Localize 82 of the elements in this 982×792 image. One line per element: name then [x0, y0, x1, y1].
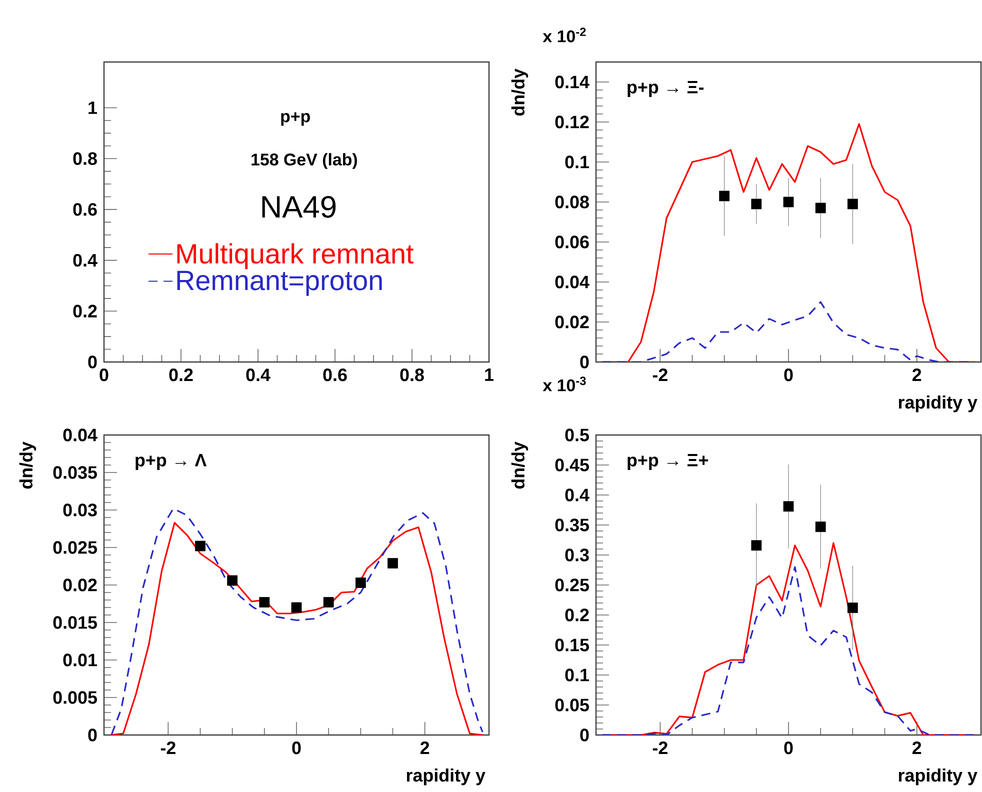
- y-tick-label: 0.005: [53, 691, 97, 704]
- y-tick-label: 0.3: [565, 548, 589, 562]
- y-tick-label: 0.5: [565, 428, 589, 442]
- text: p+p → Ξ+: [628, 454, 708, 470]
- y-tick-label: 0.1: [565, 668, 589, 682]
- text: p+p → Ξ-: [628, 80, 704, 98]
- y-tick-label: 0.35: [555, 518, 589, 532]
- y-tick-label: 1: [88, 102, 97, 114]
- point: [355, 578, 366, 588]
- point: [719, 190, 730, 202]
- x-tick-label: 2: [420, 742, 430, 754]
- y-tick-label: 0.04: [63, 428, 98, 442]
- y-tick-label: 0.025: [53, 541, 97, 554]
- y-tick-label: 0.015: [53, 616, 97, 629]
- x-tick-label: 2: [912, 368, 922, 382]
- y-tick-label: 0.6: [73, 203, 97, 216]
- y-tick-label: 0.035: [53, 466, 97, 479]
- point: [751, 198, 762, 210]
- point: [323, 597, 334, 608]
- y-tick-label: 0.1: [565, 156, 589, 168]
- y-tick-label: 0.08: [555, 196, 589, 208]
- point: [195, 540, 206, 552]
- y-tick-label: 0.05: [555, 698, 589, 712]
- y-tick-label: 0.25: [555, 578, 589, 592]
- y-axis-title: dn/dy: [511, 68, 528, 116]
- line-series: [602, 301, 976, 362]
- x-tick-label: 0.2: [169, 368, 193, 382]
- point: [259, 597, 270, 608]
- y-tick-label: 0: [580, 356, 589, 368]
- point: [227, 575, 238, 586]
- y-tick-label: 0: [580, 728, 589, 742]
- x-tick-label: 0.8: [400, 368, 424, 382]
- x-tick-label: -2: [652, 742, 668, 754]
- annotation: p+p: [281, 112, 310, 126]
- x-tick-label: 2: [912, 742, 922, 754]
- y-tick-label: 0.12: [555, 116, 589, 128]
- y-tick-label: 0.4: [73, 254, 98, 267]
- point: [847, 198, 858, 210]
- x-tick-label: 0.6: [323, 368, 347, 382]
- y-axis-title: dn/dy: [19, 442, 36, 489]
- y-tick-label: 0.4: [565, 488, 590, 502]
- point: [783, 501, 794, 512]
- text: x 10$^{-3}$: [542, 376, 586, 392]
- annotation: NA49: [262, 196, 336, 218]
- y-tick-label: 0.06: [555, 236, 589, 248]
- x-tick-label: 0: [100, 368, 108, 382]
- y-tick-label: 0.15: [555, 638, 589, 652]
- y-axis-title: dn/dy: [511, 442, 528, 489]
- x-axis-title: rapidity y: [898, 396, 978, 412]
- text: x 10$^{-2}$: [542, 28, 586, 42]
- y-tick-label: 0.2: [565, 608, 589, 622]
- y-tick-label: 0.02: [63, 578, 97, 592]
- y-tick-label: 0: [88, 356, 97, 368]
- point: [815, 522, 826, 532]
- y-tick-label: 0.14: [555, 76, 590, 88]
- y-tick-label: 0: [88, 728, 97, 742]
- x-axis-title: rapidity y: [406, 768, 486, 786]
- y-tick-label: 0.8: [73, 152, 97, 165]
- legend-label: Multiquark remnant: [177, 243, 414, 270]
- y-tick-label: 0.45: [555, 458, 589, 472]
- point: [388, 558, 398, 568]
- x-axis-title: rapidity y: [898, 768, 978, 786]
- point: [291, 602, 302, 613]
- point: [847, 602, 858, 613]
- y-tick-label: 0.04: [555, 276, 590, 288]
- x-tick-label: 1: [485, 368, 494, 381]
- x-tick-label: -2: [652, 368, 668, 382]
- y-tick-label: 0.01: [63, 654, 97, 666]
- point: [751, 540, 762, 551]
- x-tick-label: 0: [784, 742, 793, 754]
- y-tick-label: 0.2: [73, 304, 97, 318]
- text: p+p → Λ: [136, 454, 207, 470]
- y-tick-label: 0.03: [63, 504, 97, 516]
- x-tick-label: 0: [292, 742, 301, 754]
- point: [815, 202, 826, 214]
- x-tick-label: 0.4: [246, 368, 270, 382]
- y-tick-label: 0.02: [555, 316, 589, 328]
- point: [783, 196, 794, 208]
- legend-label: Remnant=proton: [177, 270, 382, 296]
- annotation: 158 GeV (lab): [252, 153, 357, 169]
- x-tick-label: -2: [160, 742, 176, 754]
- x-tick-label: 0: [784, 368, 793, 382]
